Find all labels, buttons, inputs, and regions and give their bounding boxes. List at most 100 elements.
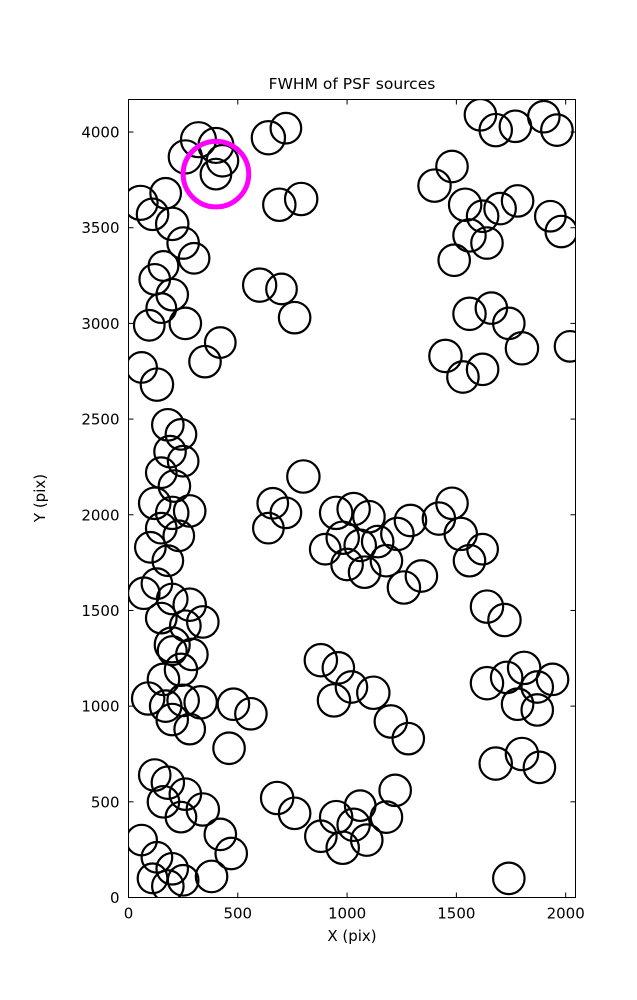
psf-source-circle	[404, 559, 439, 593]
psf-source-circle	[380, 516, 415, 552]
psf-source-circle	[369, 800, 404, 834]
psf-source-circle	[262, 187, 297, 223]
psf-source-circle	[145, 292, 178, 325]
psf-source-circle	[203, 326, 237, 359]
psf-source-circle	[465, 199, 500, 234]
x-tick-label: 500	[223, 905, 252, 923]
psf-source-circle	[132, 308, 166, 342]
psf-source-circle	[378, 773, 413, 808]
psf-source-circle	[150, 765, 186, 800]
psf-source-circle	[277, 300, 312, 335]
psf-source-circle	[504, 331, 540, 366]
y-tick-label: 3000	[81, 315, 119, 333]
psf-source-circle	[447, 187, 483, 223]
psf-source-circle	[177, 241, 211, 275]
psf-source-circle	[157, 469, 192, 503]
psf-source-circle	[452, 543, 487, 578]
psf-source-circle	[155, 702, 190, 737]
psf-source-circle	[216, 687, 251, 722]
y-tick-label: 0	[110, 889, 120, 907]
y-tick-label: 1000	[81, 698, 119, 716]
psf-source-circle	[250, 120, 287, 156]
psf-source-circle	[194, 859, 229, 894]
psf-source-circle	[155, 851, 190, 886]
psf-source-circle	[446, 360, 480, 394]
psf-source-circle	[321, 651, 356, 685]
y-tick-label: 500	[91, 793, 120, 811]
psf-source-circle	[334, 670, 369, 704]
psf-source-circle	[435, 149, 469, 184]
psf-source-circle	[128, 576, 161, 611]
psf-source-circle	[241, 267, 278, 303]
psf-source-circle	[533, 199, 567, 233]
psf-source-circle	[393, 503, 428, 538]
psf-source-circle	[349, 823, 384, 857]
psf-source-circle	[265, 272, 298, 306]
psf-source-circle	[151, 544, 185, 578]
y-axis-label: Y (pix)	[31, 474, 49, 523]
psf-source-circle	[277, 796, 312, 831]
psf-source-circle	[526, 99, 561, 134]
psf-source-circle	[325, 520, 360, 556]
psf-source-circle	[199, 157, 233, 191]
psf-source-circle	[373, 704, 409, 739]
y-tick-label: 2500	[81, 411, 119, 429]
psf-source-circle	[504, 736, 540, 772]
psf-source-circle	[166, 444, 200, 478]
psf-source-circle	[325, 830, 360, 866]
psf-source-circle	[469, 589, 505, 624]
psf-source-circle	[172, 587, 207, 622]
psf-source-circle	[466, 532, 500, 566]
psf-source-circle	[185, 605, 220, 639]
psf-source-circle	[164, 417, 198, 451]
selected-source-highlight[interactable]	[180, 138, 252, 210]
psf-source-circle	[500, 184, 535, 218]
y-axis-ticks: 0 500 1000 1500 2000 2500 3000 3500 4000	[81, 124, 576, 907]
psf-source-circle	[360, 524, 395, 559]
psf-source-circle	[428, 338, 463, 374]
psf-source-circle	[212, 731, 246, 766]
psf-source-circle	[133, 530, 167, 564]
psf-source-circle	[452, 296, 487, 332]
psf-source-circle	[303, 642, 339, 678]
psf-source-circle	[154, 206, 190, 242]
psf-source-circle	[553, 329, 576, 363]
x-axis-label: X (pix)	[327, 927, 376, 945]
x-tick-label: 1500	[437, 905, 475, 923]
psf-source-circle	[283, 181, 319, 217]
y-tick-label: 1500	[81, 602, 119, 620]
psf-source-circle	[251, 511, 285, 545]
psf-source-circle	[155, 582, 189, 616]
psf-source-circle	[452, 218, 487, 253]
psf-source-circle	[520, 693, 555, 727]
psf-source-circle	[144, 511, 178, 545]
psf-source-circle	[437, 243, 472, 278]
highlighted-psf-source-circle[interactable]	[180, 138, 252, 210]
psf-source-circle	[234, 696, 268, 731]
y-tick-label: 4000	[81, 124, 119, 142]
psf-source-circle	[203, 817, 238, 852]
psf-source-circle	[163, 652, 199, 688]
psf-source-circle	[128, 184, 159, 221]
psf-source-circle	[391, 721, 426, 756]
psf-source-circle	[483, 191, 517, 226]
psf-source-circle	[130, 681, 166, 716]
psf-source-circle	[316, 683, 352, 718]
psf-source-circle	[330, 547, 364, 582]
psf-source-circle	[520, 670, 555, 704]
psf-source-circle	[144, 601, 178, 635]
psf-source-circle	[522, 750, 557, 785]
psf-source-circle	[173, 712, 207, 746]
axes-frame	[128, 99, 576, 898]
psf-source-circle	[304, 819, 338, 854]
psf-source-circle	[164, 800, 198, 834]
psf-source-circle	[470, 226, 504, 260]
x-axis-ticks: 0 500 1000 1500 2000	[124, 99, 585, 923]
psf-source-circle	[139, 367, 175, 402]
psf-source-circle	[540, 113, 574, 147]
psf-source-circle	[166, 863, 200, 897]
psf-source-circle	[269, 111, 303, 145]
y-tick-label: 2000	[81, 506, 119, 524]
y-tick-label: 3500	[81, 219, 119, 237]
